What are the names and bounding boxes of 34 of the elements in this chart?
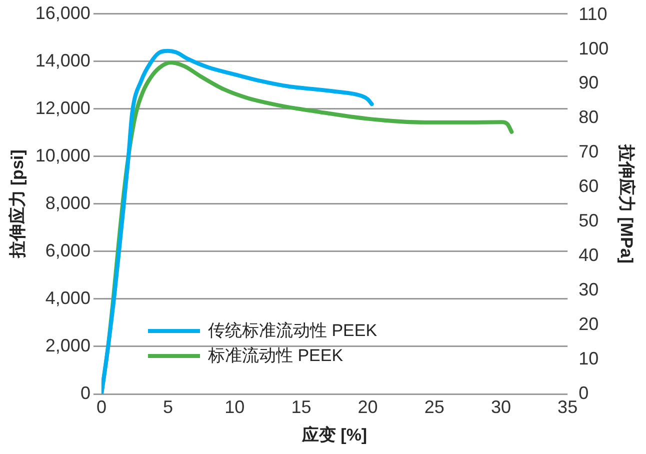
y2-tick-label: 80: [578, 107, 599, 128]
legend-label: 标准流动性 PEEK: [208, 345, 344, 367]
y2-tick-label: 90: [578, 72, 599, 93]
x-tick-label: 25: [424, 396, 444, 417]
y2-tick-label: 50: [578, 210, 599, 231]
y-tick-label: 14,000: [35, 50, 90, 70]
y-tick-label: 16,000: [35, 2, 90, 23]
x-tick-label: 20: [358, 396, 378, 417]
x-tick-label: 5: [163, 396, 174, 417]
x-tick-label: 15: [291, 396, 312, 417]
x-tick-label: 35: [558, 396, 578, 417]
y-tick-label: 10,000: [35, 145, 90, 166]
x-axis-title: 应变 [%]: [300, 425, 368, 444]
x-tick-label: 30: [490, 396, 511, 417]
legend-label: 传统标准流动性 PEEK: [208, 320, 378, 342]
y2-axis-title: 拉伸应力 [MPa]: [617, 143, 636, 264]
x-tick-label: 0: [96, 396, 106, 417]
y2-tick-label: 20: [578, 314, 599, 334]
y2-tick-label: 70: [578, 142, 599, 162]
y-tick-label: 12,000: [35, 98, 90, 118]
y2-tick-label: 110: [578, 4, 608, 24]
y2-tick-label: 0: [578, 382, 589, 403]
y2-tick-label: 10: [578, 348, 599, 368]
y-tick-label: 4,000: [45, 288, 90, 308]
y-tick-label: 0: [80, 382, 90, 403]
y-tick-label: 8,000: [45, 192, 90, 213]
y-tick-label: 6,000: [45, 240, 90, 260]
x-tick-label: 10: [224, 396, 245, 417]
y-tick-label: 2,000: [45, 335, 90, 356]
y2-tick-label: 30: [578, 280, 599, 300]
y2-tick-label: 60: [578, 176, 599, 196]
y2-tick-label: 40: [578, 245, 599, 266]
y-axis-title: 拉伸应力 [psi]: [8, 150, 27, 260]
y2-tick-label: 100: [578, 38, 609, 58]
